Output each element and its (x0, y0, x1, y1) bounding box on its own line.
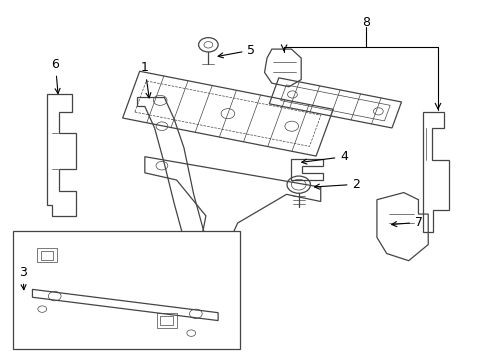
Bar (13, 231, 240, 349)
Text: 8: 8 (362, 16, 370, 29)
Text: 7: 7 (392, 216, 423, 229)
Text: 4: 4 (302, 150, 348, 164)
Bar (37, 248, 57, 262)
Text: 2: 2 (315, 178, 360, 191)
Text: 5: 5 (218, 44, 255, 58)
Bar (157, 314, 176, 328)
Text: 6: 6 (51, 58, 60, 94)
Bar (41, 251, 53, 260)
Text: 1: 1 (141, 61, 151, 98)
Bar (160, 316, 173, 325)
Text: 3: 3 (19, 266, 26, 290)
